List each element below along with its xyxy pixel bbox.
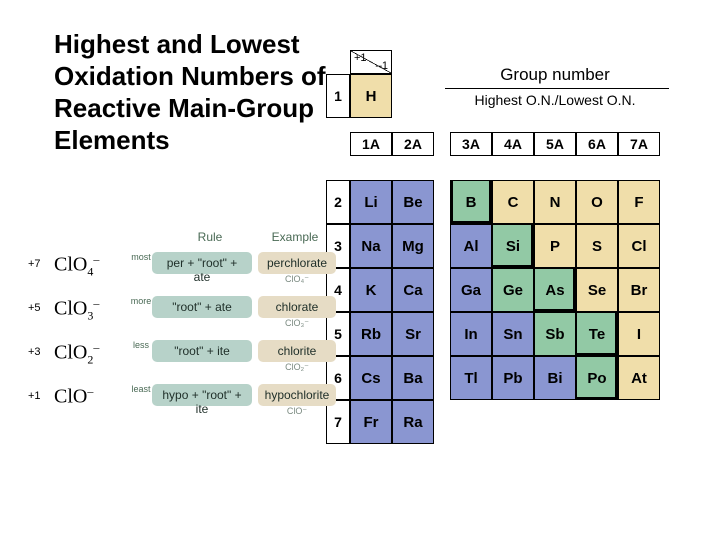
element-na: Na bbox=[350, 224, 392, 268]
group-header: 5A bbox=[534, 132, 576, 156]
element-se: Se bbox=[576, 268, 618, 312]
page-title: Highest and Lowest Oxidation Numbers of … bbox=[54, 28, 334, 156]
oxo-formula: ClO4– bbox=[54, 252, 124, 276]
highest-lowest-heading: Highest O.N./Lowest O.N. bbox=[450, 92, 660, 108]
element-ca: Ca bbox=[392, 268, 434, 312]
element-rb: Rb bbox=[350, 312, 392, 356]
oxo-example: chlorate bbox=[258, 296, 336, 318]
oxo-example: chlorite bbox=[258, 340, 336, 362]
divider bbox=[445, 88, 669, 89]
element-cs: Cs bbox=[350, 356, 392, 400]
group-number-heading: Group number bbox=[450, 65, 660, 85]
element-pb: Pb bbox=[492, 356, 534, 400]
element-n: N bbox=[534, 180, 576, 224]
element-h: H bbox=[350, 74, 392, 118]
element-f: F bbox=[618, 180, 660, 224]
oxo-col-example: Example bbox=[260, 230, 330, 246]
oxo-on: +7 bbox=[28, 258, 50, 272]
element-be: Be bbox=[392, 180, 434, 224]
oxo-ion: ClO₃⁻ bbox=[258, 318, 336, 330]
oxo-on: +5 bbox=[28, 302, 50, 316]
element-ba: Ba bbox=[392, 356, 434, 400]
oxo-formula: ClO– bbox=[54, 384, 124, 408]
oxo-ion: ClO₄⁻ bbox=[258, 274, 336, 286]
ox-header-h: +1–1 bbox=[350, 50, 392, 74]
oxo-on: +1 bbox=[28, 390, 50, 404]
element-al: Al bbox=[450, 224, 492, 268]
element-o: O bbox=[576, 180, 618, 224]
element-fr: Fr bbox=[350, 400, 392, 444]
oxo-formula: ClO2– bbox=[54, 340, 124, 364]
element-at: At bbox=[618, 356, 660, 400]
oxo-col-rule: Rule bbox=[170, 230, 250, 246]
oxo-side: least bbox=[126, 384, 156, 396]
element-ga: Ga bbox=[450, 268, 492, 312]
element-ge: Ge bbox=[492, 268, 534, 312]
element-s: S bbox=[576, 224, 618, 268]
element-k: K bbox=[350, 268, 392, 312]
group-header: 2A bbox=[392, 132, 434, 156]
group-header: 6A bbox=[576, 132, 618, 156]
oxo-side: most bbox=[126, 252, 156, 264]
element-ra: Ra bbox=[392, 400, 434, 444]
oxo-rule: hypo + "root" + ite bbox=[152, 384, 252, 406]
element-as: As bbox=[534, 268, 576, 312]
element-sb: Sb bbox=[534, 312, 576, 356]
group-header: 7A bbox=[618, 132, 660, 156]
group-header: 4A bbox=[492, 132, 534, 156]
element-si: Si bbox=[492, 224, 534, 268]
element-li: Li bbox=[350, 180, 392, 224]
element-sr: Sr bbox=[392, 312, 434, 356]
element-in: In bbox=[450, 312, 492, 356]
element-c: C bbox=[492, 180, 534, 224]
oxo-example: hypochlorite bbox=[258, 384, 336, 406]
element-bi: Bi bbox=[534, 356, 576, 400]
element-te: Te bbox=[576, 312, 618, 356]
oxo-side: more bbox=[126, 296, 156, 308]
element-p: P bbox=[534, 224, 576, 268]
period-label-1: 1 bbox=[326, 74, 350, 118]
element-sn: Sn bbox=[492, 312, 534, 356]
oxo-rule: per + "root" + ate bbox=[152, 252, 252, 274]
element-b: B bbox=[450, 180, 492, 224]
oxo-ion: ClO₂⁻ bbox=[258, 362, 336, 374]
oxo-example: perchlorate bbox=[258, 252, 336, 274]
group-header: 1A bbox=[350, 132, 392, 156]
oxo-rule: "root" + ite bbox=[152, 340, 252, 362]
element-mg: Mg bbox=[392, 224, 434, 268]
period-label: 2 bbox=[326, 180, 350, 224]
oxo-formula: ClO3– bbox=[54, 296, 124, 320]
element-tl: Tl bbox=[450, 356, 492, 400]
oxo-on: +3 bbox=[28, 346, 50, 360]
element-br: Br bbox=[618, 268, 660, 312]
element-cl: Cl bbox=[618, 224, 660, 268]
oxo-side: less bbox=[126, 340, 156, 352]
element-i: I bbox=[618, 312, 660, 356]
element-po: Po bbox=[576, 356, 618, 400]
oxo-rule: "root" + ate bbox=[152, 296, 252, 318]
oxo-ion: ClO⁻ bbox=[258, 406, 336, 418]
group-header: 3A bbox=[450, 132, 492, 156]
